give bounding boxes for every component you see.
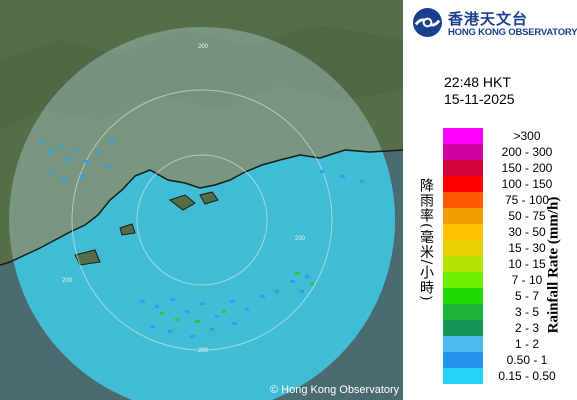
legend-panel: 香港天文台 HONG KONG OBSERVATORY 22:48 HKT 15… bbox=[403, 0, 577, 400]
legend-label: 30 - 50 bbox=[508, 225, 546, 239]
legend-label: 75 - 100 bbox=[504, 193, 550, 207]
legend-row: 50 - 75 bbox=[443, 208, 546, 224]
legend-row: 2 - 3 bbox=[443, 320, 539, 336]
legend-label: 200 - 300 bbox=[501, 145, 553, 159]
legend-swatch bbox=[443, 240, 483, 256]
legend-row: 5 - 7 bbox=[443, 288, 539, 304]
legend-label: 0.15 - 0.50 bbox=[498, 369, 556, 383]
ring-label-east: 200 bbox=[295, 236, 306, 242]
legend-row: 3 - 5 bbox=[443, 304, 539, 320]
legend-label: 0.50 - 1 bbox=[506, 353, 548, 367]
legend-row: 7 - 10 bbox=[443, 272, 542, 288]
rain-echoes-medium bbox=[160, 272, 314, 323]
legend-swatch bbox=[443, 368, 483, 384]
legend-label: 50 - 75 bbox=[508, 209, 546, 223]
logo-english-text: HONG KONG OBSERVATORY bbox=[448, 27, 577, 38]
legend-row: 30 - 50 bbox=[443, 224, 546, 240]
legend-label: 2 - 3 bbox=[514, 321, 539, 335]
legend-row: 200 - 300 bbox=[443, 144, 552, 160]
legend-label: 1 - 2 bbox=[514, 337, 539, 351]
rain-echoes-weak bbox=[40, 140, 364, 338]
coastline bbox=[0, 149, 403, 266]
legend-row: >300 bbox=[443, 128, 541, 144]
legend-label: 5 - 7 bbox=[514, 289, 539, 303]
legend-label: 150 - 200 bbox=[501, 161, 553, 175]
legend-row: 150 - 200 bbox=[443, 160, 552, 176]
legend-label: 7 - 10 bbox=[511, 273, 543, 287]
observation-date: 15-11-2025 bbox=[444, 91, 515, 107]
legend-row: 100 - 150 bbox=[443, 176, 552, 192]
legend-title-chinese: 降雨率(毫米/小時) bbox=[418, 178, 434, 302]
legend-swatch bbox=[443, 224, 483, 240]
ring-label-west: 200 bbox=[62, 278, 73, 284]
legend-swatch bbox=[443, 304, 483, 320]
legend-label: >300 bbox=[513, 129, 541, 143]
copyright-notice: © Hong Kong Observatory bbox=[270, 384, 400, 396]
legend-label: 3 - 5 bbox=[514, 305, 539, 319]
legend-swatch bbox=[443, 288, 483, 304]
legend-swatch bbox=[443, 336, 483, 352]
legend-swatch bbox=[443, 208, 483, 224]
legend-swatch bbox=[443, 256, 483, 272]
legend-swatch bbox=[443, 192, 483, 208]
range-rings bbox=[71, 89, 333, 351]
legend-row: 0.15 - 0.50 bbox=[443, 368, 556, 384]
ring-label-north: 200 bbox=[198, 44, 209, 50]
observation-time: 22:48 HKT bbox=[444, 74, 511, 90]
legend-swatch bbox=[443, 176, 483, 192]
legend-label: 15 - 30 bbox=[508, 241, 546, 255]
legend-row: 0.50 - 1 bbox=[443, 352, 547, 368]
islands bbox=[74, 191, 219, 266]
logo-chinese-text: 香港天文台 bbox=[448, 10, 529, 28]
legend-swatch bbox=[443, 320, 483, 336]
range-ring-labels: 200 200 200 200 bbox=[62, 44, 306, 354]
legend-swatch bbox=[443, 272, 483, 288]
hko-emblem-icon bbox=[412, 7, 443, 38]
legend-label: 10 - 15 bbox=[508, 257, 546, 271]
legend-swatch bbox=[443, 144, 483, 160]
legend-row: 75 - 100 bbox=[443, 192, 549, 208]
ring-label-south: 200 bbox=[198, 348, 209, 354]
legend-label: 100 - 150 bbox=[501, 177, 553, 191]
legend-row: 15 - 30 bbox=[443, 240, 546, 256]
legend-swatch bbox=[443, 128, 483, 144]
observatory-logo: 香港天文台 HONG KONG OBSERVATORY bbox=[412, 7, 577, 39]
terrain-texture bbox=[0, 25, 403, 130]
legend-row: 1 - 2 bbox=[443, 336, 539, 352]
rainfall-legend: >300 200 - 300 150 - 200 100 - 150 75 - 100 5… bbox=[443, 128, 556, 384]
radar-map[interactable]: 200 200 200 200 © Hong Kong Observatory bbox=[0, 0, 403, 400]
legend-row: 10 - 15 bbox=[443, 256, 546, 272]
legend-swatch bbox=[443, 352, 483, 368]
legend-swatch bbox=[443, 160, 483, 176]
